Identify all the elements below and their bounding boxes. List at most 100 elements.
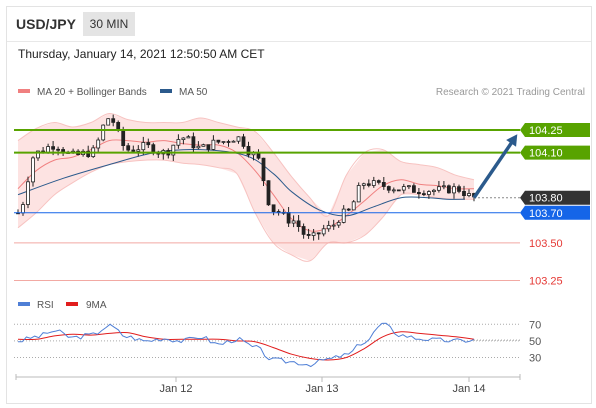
candle-body xyxy=(191,136,196,149)
candle-body xyxy=(386,186,391,191)
bb-legend-swatch xyxy=(18,89,30,93)
candlestick xyxy=(421,190,426,197)
candle-body xyxy=(366,183,371,186)
candle-body xyxy=(246,145,251,156)
candle-body xyxy=(341,208,346,223)
candle-body xyxy=(56,148,60,151)
candle-body xyxy=(421,193,426,196)
candle-body xyxy=(431,189,436,193)
timeframe-button[interactable]: 30 MIN xyxy=(83,12,135,36)
candlestick xyxy=(101,124,106,142)
level-label: 103.70 xyxy=(529,208,563,220)
candlestick xyxy=(206,144,211,153)
candlestick xyxy=(436,181,441,193)
candlestick xyxy=(291,215,296,228)
forecast-layer xyxy=(472,134,518,199)
candle-body xyxy=(406,185,411,188)
candle-body xyxy=(136,149,141,152)
candle-body xyxy=(176,139,181,146)
candlestick xyxy=(336,220,341,228)
rsi-legend-label: RSI xyxy=(37,300,54,311)
rsi-line xyxy=(18,322,475,368)
level-label-box xyxy=(520,190,590,205)
candle-body xyxy=(171,144,176,156)
rsi-ma-legend-swatch xyxy=(66,302,78,306)
candle-body xyxy=(446,185,451,194)
candlestick xyxy=(326,220,331,232)
candle-body xyxy=(376,180,381,183)
chart-datetime: Thursday, January 14, 2021 12:50:50 AM C… xyxy=(18,47,265,61)
rsi-ma-legend-label: 9MA xyxy=(86,300,107,311)
candle-body xyxy=(411,185,416,193)
candle-body xyxy=(216,139,221,143)
candle-body xyxy=(326,225,331,230)
candlestick xyxy=(401,183,406,194)
levels-layer: 104.25 104.10 103.80 103.70 103.50 103.25 xyxy=(14,123,590,287)
candlestick xyxy=(191,132,196,152)
x-axis-tick-label: Jan 13 xyxy=(305,383,338,395)
candlestick xyxy=(26,176,30,209)
rsi-ma-line xyxy=(17,331,475,361)
candle-body xyxy=(111,118,116,123)
candlestick xyxy=(462,185,466,200)
candlestick xyxy=(361,182,366,190)
candlestick xyxy=(457,184,461,194)
main-legend: MA 20 + Bollinger Bands MA 50 Research ©… xyxy=(18,87,585,98)
candlestick xyxy=(346,208,351,212)
candlestick xyxy=(186,135,191,139)
candlestick xyxy=(266,180,271,206)
candle-body xyxy=(467,193,471,196)
level-label: 103.80 xyxy=(529,193,563,205)
candlestick xyxy=(311,229,316,241)
candlestick xyxy=(211,135,216,151)
candle-body xyxy=(231,140,236,143)
candle-body xyxy=(457,186,461,192)
candle-body xyxy=(131,149,136,152)
candlestick xyxy=(231,140,236,143)
candle-body xyxy=(301,226,306,235)
rsi-level-label: 70 xyxy=(529,319,541,331)
candle-body xyxy=(356,185,361,203)
candle-body xyxy=(196,145,201,149)
candlestick xyxy=(452,183,456,199)
candle-body xyxy=(416,191,421,194)
candle-body xyxy=(346,208,351,211)
level-label-box xyxy=(520,123,590,138)
x-axis-tick-label: Jan 12 xyxy=(159,383,192,395)
candle-body xyxy=(331,224,336,227)
candle-body xyxy=(146,142,151,146)
candle-body xyxy=(396,189,401,192)
candle-body xyxy=(361,183,366,186)
bollinger-lower-line xyxy=(17,159,475,262)
candlestick xyxy=(331,219,336,230)
candle-body xyxy=(371,180,376,186)
forecast-arrow-head xyxy=(506,134,518,147)
chart-widget: USD/JPY 30 MIN Thursday, January 14, 202… xyxy=(6,6,592,404)
rsi-level-label: 30 xyxy=(529,353,541,365)
candle-body xyxy=(106,118,111,126)
candlestick xyxy=(126,143,131,152)
candle-body xyxy=(241,136,246,147)
symbol-label: USD/JPY xyxy=(16,16,76,32)
candle-body xyxy=(221,141,226,143)
candlestick xyxy=(196,141,201,150)
candle-body xyxy=(436,186,441,191)
candle-body xyxy=(226,141,231,143)
candlestick xyxy=(406,185,411,190)
candle-body xyxy=(311,232,316,236)
candle-body xyxy=(181,137,186,141)
candlestick xyxy=(176,134,181,149)
candle-body xyxy=(116,122,121,130)
candlestick xyxy=(56,146,60,156)
rsi-legend-swatch xyxy=(18,302,30,306)
rsi-legend: RSI 9MA xyxy=(18,300,107,311)
x-axis: Jan 12 Jan 13 Jan 14 xyxy=(15,374,521,395)
candlestick xyxy=(316,232,321,240)
candlestick xyxy=(431,188,436,196)
candle-body xyxy=(296,220,301,227)
rsi-level-label: 50 xyxy=(529,336,541,348)
candlestick xyxy=(111,114,116,127)
candlestick xyxy=(216,139,221,144)
level-label-box xyxy=(520,145,590,160)
candle-body xyxy=(441,185,446,188)
